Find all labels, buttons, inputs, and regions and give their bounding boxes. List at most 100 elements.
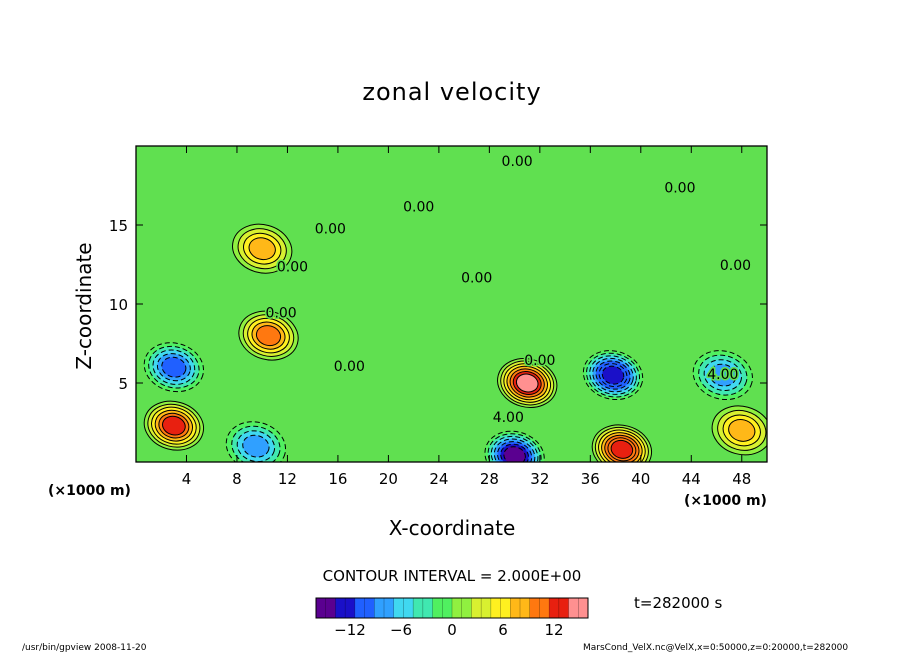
contour-ring <box>232 223 293 274</box>
footer-right: MarsCond_VelX.nc@VelX,x=0:50000,z=0:2000… <box>583 643 849 653</box>
contour-ring <box>143 342 204 393</box>
contour-ring <box>591 424 653 462</box>
y-axis-label: Z-coordinate <box>72 242 96 370</box>
extremum-fill <box>161 357 186 378</box>
y-tick-label: 10 <box>109 296 128 314</box>
colorbar-frame <box>315 597 589 619</box>
contour-ring <box>152 349 196 385</box>
contour-ring <box>484 430 545 462</box>
contour-ring <box>151 406 197 445</box>
extremum-fill <box>249 237 276 260</box>
x-tick-label: 8 <box>232 470 242 488</box>
contour-ring <box>698 354 748 396</box>
plot-background <box>136 146 767 462</box>
extremum-fill <box>728 419 755 442</box>
contour-ring <box>709 363 737 387</box>
contour-ring <box>503 363 552 403</box>
contour-ring <box>493 438 536 462</box>
colorbar-segment <box>374 598 395 618</box>
colorbar-segment <box>471 598 492 618</box>
x-axis: 4 8 12 16 20 24 28 32 36 40 44 48 <box>182 146 751 488</box>
contour-label: 0.00 <box>461 271 492 287</box>
contour-ring <box>607 437 637 462</box>
colorbar-tick-label: −12 <box>334 621 366 639</box>
contour-ring <box>242 434 270 458</box>
contour-ring <box>156 353 191 382</box>
contour-ring <box>717 409 767 451</box>
contour-label: 0.00 <box>277 260 308 276</box>
contour-ring <box>595 360 631 390</box>
contour-ring <box>237 228 287 270</box>
contour-ring <box>500 360 555 406</box>
x-tick-label: 16 <box>328 470 347 488</box>
extremum-fill <box>709 364 736 387</box>
contour-ring <box>236 430 276 462</box>
contour-ring <box>610 439 634 459</box>
colorbar-tick-label: 6 <box>498 621 508 639</box>
contour-ring <box>711 405 767 456</box>
chart-title: zonal velocity <box>362 78 542 106</box>
contour-ring <box>604 434 640 462</box>
contour-label: 4.00 <box>707 367 738 383</box>
y-tick-label: 5 <box>118 375 128 393</box>
x-tick-label: 32 <box>530 470 549 488</box>
contour-ring <box>243 232 282 265</box>
contour-ring <box>238 310 299 361</box>
contour-label: 0.00 <box>266 305 297 321</box>
y-tick-label: 15 <box>109 217 128 235</box>
extremum-fill <box>516 374 538 392</box>
y-axis: 5 10 15 <box>109 217 767 393</box>
colorbar: −12 −6 0 6 12 <box>315 597 589 639</box>
colorbar-segment <box>452 598 472 618</box>
extremum-fill <box>611 440 633 459</box>
contour-ring <box>497 441 533 462</box>
contour-ring <box>503 446 526 462</box>
contour-labels: 0.00 0.00 0.00 0.00 0.00 0.00 0.00 0.00 0.00 0.00… <box>264 152 752 427</box>
contour-ring <box>231 425 281 462</box>
contour-ring <box>225 421 287 462</box>
colorbar-tick-label: 0 <box>447 621 457 639</box>
y-unit-label: (×1000 m) <box>48 483 131 499</box>
contour-lines <box>143 223 767 462</box>
contour-ring <box>143 400 205 451</box>
contour-label: 0.00 <box>502 154 533 170</box>
time-label: t=282000 s <box>634 594 723 612</box>
contour-ring <box>515 373 539 393</box>
contour-ring <box>722 414 761 447</box>
contour-ring <box>509 368 545 398</box>
contour-label: 4.00 <box>493 410 524 426</box>
contour-label: 0.00 <box>334 359 365 375</box>
extremum-fill <box>256 325 281 346</box>
contour-ring <box>497 358 558 408</box>
contour-ring <box>147 403 201 448</box>
x-unit-label: (×1000 m) <box>684 493 767 509</box>
colorbar-segment <box>316 598 336 618</box>
contour-ring <box>592 357 634 393</box>
contour-ring <box>586 352 641 398</box>
x-tick-label: 40 <box>631 470 650 488</box>
colorbar-segment <box>490 598 511 618</box>
contour-interval-label: CONTOUR INTERVAL = 2.000E+00 <box>322 567 582 585</box>
extremum-fill <box>503 446 526 462</box>
contour-ring <box>506 365 548 401</box>
contour-ring <box>692 350 753 401</box>
contour-ring <box>148 345 200 389</box>
x-tick-label: 28 <box>480 470 499 488</box>
contour-ring <box>255 325 282 347</box>
footer-left: /usr/bin/gpview 2008-11-20 <box>22 643 147 653</box>
colorbar-segment <box>335 598 356 618</box>
extremum-fill <box>242 435 270 458</box>
x-axis-label: X-coordinate <box>388 516 516 540</box>
contour-label: 0.00 <box>720 258 751 274</box>
contour-ring <box>487 433 542 462</box>
contour-label: 0.00 <box>664 181 695 197</box>
x-tick-label: 12 <box>278 470 297 488</box>
contour-ring <box>598 363 628 388</box>
contour-ring <box>728 418 756 442</box>
x-tick-label: 4 <box>182 470 192 488</box>
contour-ring <box>161 356 187 378</box>
contour-ring <box>251 321 286 350</box>
contour-ring <box>154 409 194 442</box>
contour-ring <box>248 237 276 261</box>
contour-label: 0.00 <box>403 200 434 216</box>
